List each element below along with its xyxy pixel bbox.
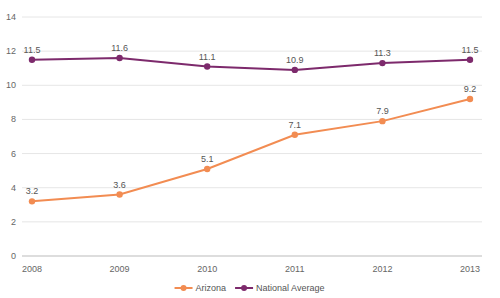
- data-label: 5.1: [201, 154, 214, 164]
- grid-line: [22, 85, 482, 86]
- y-tick-label: 0: [11, 251, 16, 261]
- y-tick-label: 2: [11, 217, 16, 227]
- data-label: 11.3: [374, 48, 391, 58]
- data-point: [467, 56, 473, 62]
- x-tick-label: 2009: [110, 264, 130, 274]
- data-point: [29, 56, 35, 62]
- data-label: 11.6: [111, 43, 128, 53]
- plot-area: [29, 55, 473, 205]
- data-label: 11.5: [462, 45, 479, 55]
- data-point: [204, 63, 210, 69]
- legend-label: Arizona: [196, 283, 227, 293]
- data-point: [29, 198, 35, 204]
- data-label: 3.6: [113, 180, 126, 190]
- y-tick-label: 10: [6, 80, 16, 90]
- y-tick-label: 6: [11, 149, 16, 159]
- grid-line: [22, 17, 482, 18]
- chart: 024681012142008200920102011201220133.23.…: [0, 0, 500, 298]
- y-tick-label: 8: [11, 114, 16, 124]
- x-tick-label: 2011: [285, 264, 304, 274]
- data-point: [116, 55, 122, 61]
- legend-label: National Average: [256, 283, 324, 293]
- data-point: [292, 132, 298, 138]
- data-point: [204, 166, 210, 172]
- data-label: 10.9: [286, 55, 304, 65]
- data-label: 3.2: [26, 186, 39, 196]
- data-label: 11.5: [24, 45, 41, 55]
- grid-line: [22, 119, 482, 120]
- data-label: 11.1: [199, 52, 216, 62]
- data-point: [292, 67, 298, 73]
- x-tick-label: 2010: [197, 264, 217, 274]
- y-tick-label: 12: [6, 46, 16, 56]
- data-point: [379, 118, 385, 124]
- grid-line: [22, 51, 482, 52]
- grid-line: [22, 221, 482, 222]
- grid-line: [22, 153, 482, 154]
- x-tick-label: 2013: [460, 264, 480, 274]
- series-line: [32, 58, 470, 70]
- x-tick-label: 2012: [372, 264, 392, 274]
- grid-line: [22, 187, 482, 188]
- data-point: [116, 191, 122, 197]
- legend-item: Arizona: [175, 283, 227, 293]
- legend-marker: [241, 285, 247, 291]
- y-tick-label: 14: [6, 12, 16, 22]
- legend: Arizona National Average: [175, 283, 325, 293]
- series-line: [32, 99, 470, 201]
- grid-line: [22, 256, 482, 257]
- y-tick-label: 4: [11, 183, 16, 193]
- x-tick-label: 2008: [22, 264, 42, 274]
- data-label: 7.9: [376, 106, 389, 116]
- data-point: [379, 60, 385, 66]
- legend-marker: [181, 285, 187, 291]
- data-point: [467, 96, 473, 102]
- data-label: 9.2: [464, 84, 477, 94]
- data-label: 7.1: [289, 120, 302, 130]
- legend-item: National Average: [235, 283, 324, 293]
- data-labels: 3.2 3.6 5.1 7.1 7.9 9.2 11.5 11.6 11.1 10.9 11.3 11…: [24, 43, 479, 196]
